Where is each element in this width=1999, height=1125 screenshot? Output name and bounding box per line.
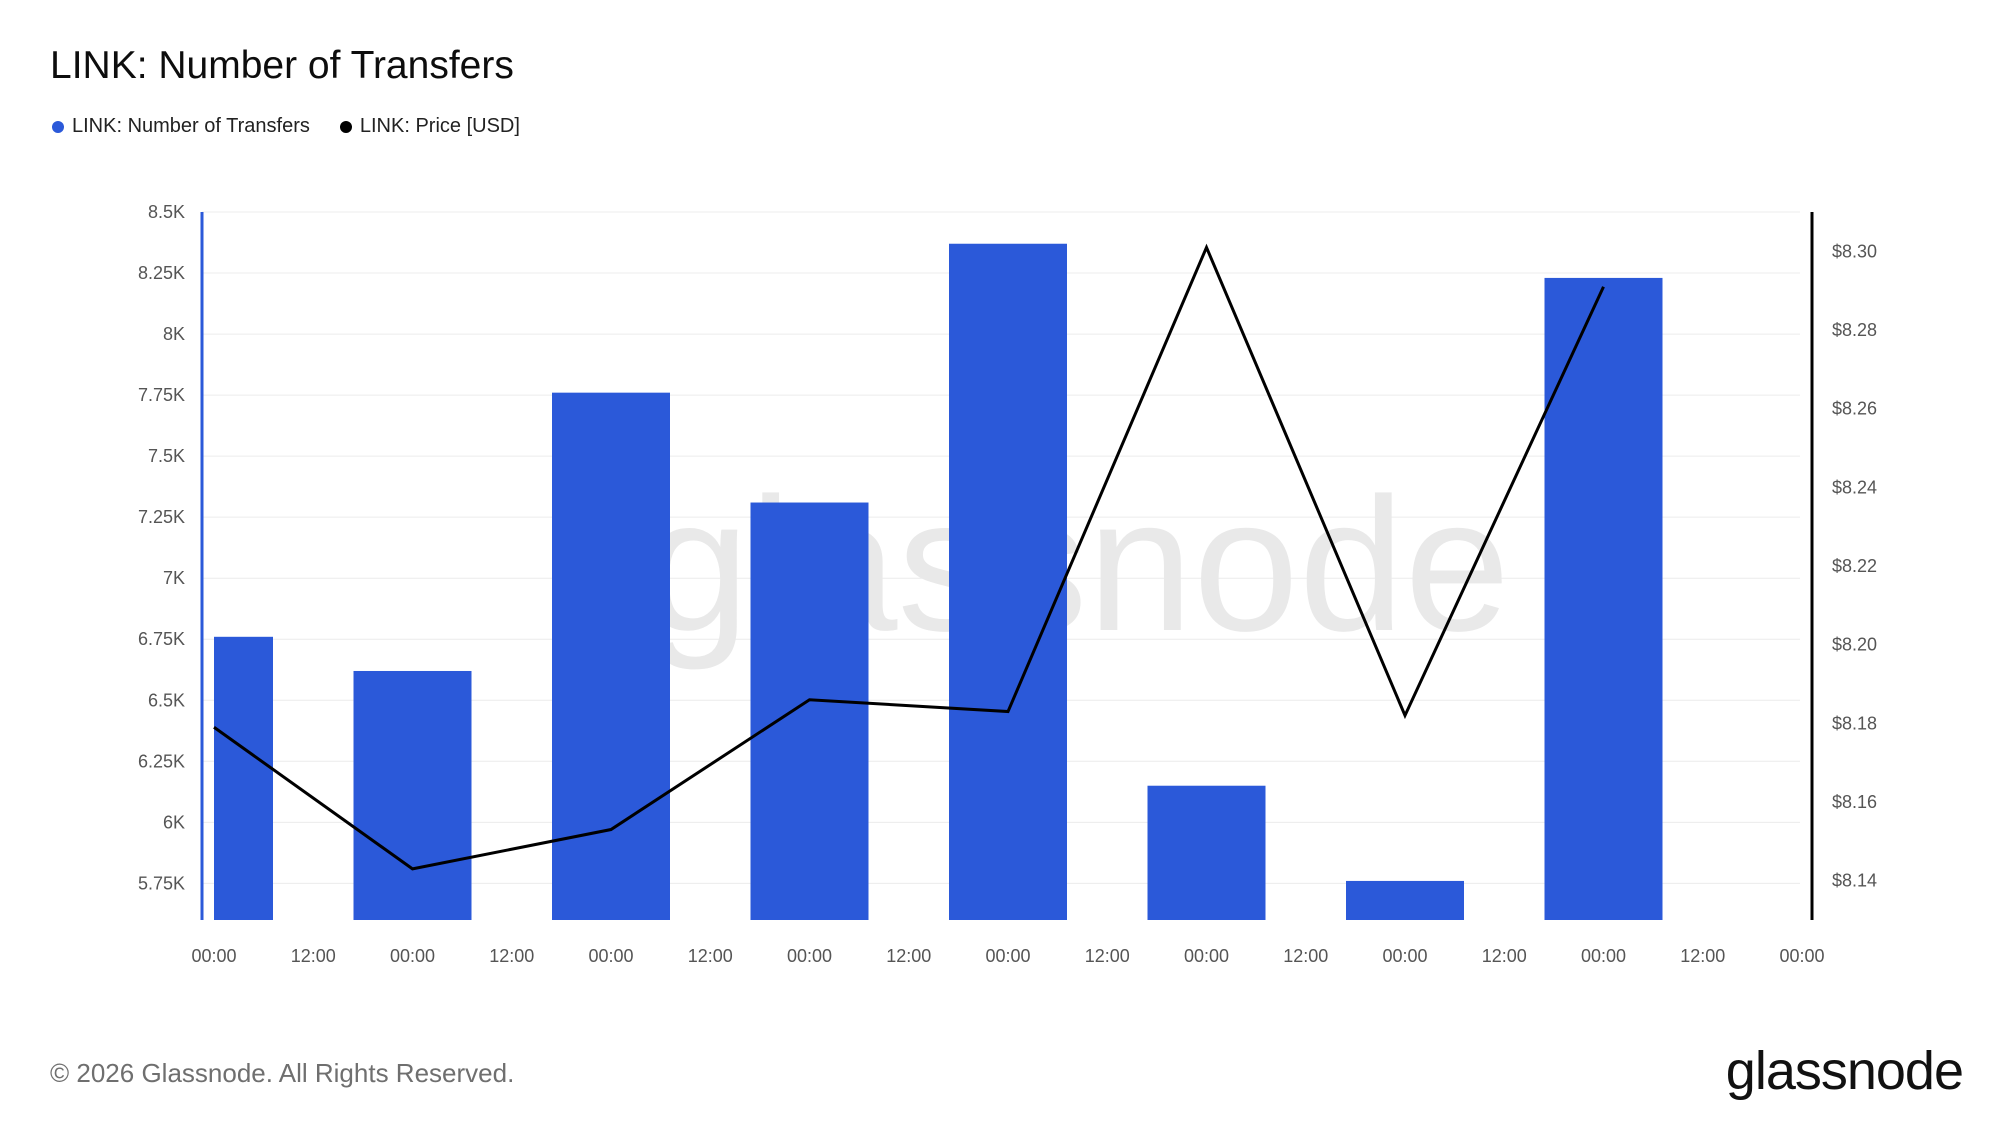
legend-item-transfers[interactable]: LINK: Number of Transfers xyxy=(52,115,310,138)
right-tick-label: $8.26 xyxy=(1832,399,1877,419)
x-tick-label: 00:00 xyxy=(1382,946,1427,966)
x-tick-label: 00:00 xyxy=(1581,946,1626,966)
right-tick-label: $8.28 xyxy=(1832,320,1877,340)
x-tick-label: 12:00 xyxy=(1680,946,1725,966)
left-tick-label: 6.75K xyxy=(138,629,185,649)
left-tick-label: 7.75K xyxy=(138,385,185,405)
bar xyxy=(353,670,472,920)
bar xyxy=(750,502,869,920)
right-tick-label: $8.18 xyxy=(1832,713,1877,733)
left-tick-label: 5.75K xyxy=(138,873,185,893)
x-tick-label: 00:00 xyxy=(588,946,633,966)
x-tick-label: 12:00 xyxy=(489,946,534,966)
bars-layer xyxy=(214,243,1663,921)
chart-title: LINK: Number of Transfers xyxy=(50,44,514,87)
left-tick-label: 8.25K xyxy=(138,263,185,283)
left-tick-label: 6K xyxy=(163,812,185,832)
left-tick-label: 6.25K xyxy=(138,751,185,771)
ticks-layer: 5.75K 6K 6.25K 6.5K 6.75K 7K 7.25K 7.5K 7.75K 8K 8… xyxy=(138,202,1877,966)
axes-layer xyxy=(200,212,1814,920)
left-tick-label: 8K xyxy=(163,324,185,344)
x-tick-label: 00:00 xyxy=(1184,946,1229,966)
bar xyxy=(1346,880,1464,920)
x-tick-label: 00:00 xyxy=(390,946,435,966)
legend-dot-price xyxy=(339,120,352,133)
x-tick-label: 12:00 xyxy=(1283,946,1328,966)
right-tick-label: $8.22 xyxy=(1832,556,1877,576)
bar xyxy=(552,392,670,920)
right-tick-label: $8.30 xyxy=(1832,241,1877,261)
left-tick-label: 8.5K xyxy=(148,202,185,222)
bar xyxy=(1147,785,1266,920)
footer-copyright: © 2026 Glassnode. All Rights Reserved. xyxy=(50,1058,515,1088)
left-tick-label: 7K xyxy=(163,568,185,588)
legend-label-price: LINK: Price [USD] xyxy=(359,115,520,137)
left-tick-label: 7.25K xyxy=(138,507,185,527)
legend-dot-transfers xyxy=(52,120,64,133)
legend-item-price[interactable]: LINK: Price [USD] xyxy=(339,115,520,138)
x-tick-label: 12:00 xyxy=(291,946,336,966)
x-tick-label: 00:00 xyxy=(191,946,236,966)
right-tick-label: $8.20 xyxy=(1832,635,1877,655)
right-tick-label: $8.16 xyxy=(1832,792,1877,812)
left-tick-label: 7.5K xyxy=(148,446,185,466)
bar xyxy=(949,243,1067,921)
right-tick-label: $8.14 xyxy=(1832,871,1877,891)
right-tick-label: $8.24 xyxy=(1832,477,1877,497)
left-tick-label: 6.5K xyxy=(148,690,185,710)
x-tick-label: 12:00 xyxy=(1482,946,1527,966)
x-tick-label: 00:00 xyxy=(787,946,832,966)
line-layer xyxy=(213,243,1605,871)
price-line xyxy=(213,243,1605,871)
legend-label-transfers: LINK: Number of Transfers xyxy=(72,115,310,137)
x-tick-label: 12:00 xyxy=(1085,946,1130,966)
x-tick-label: 12:00 xyxy=(688,946,733,966)
x-tick-label: 00:00 xyxy=(985,946,1030,966)
x-tick-label: 00:00 xyxy=(1779,946,1824,966)
x-tick-label: 12:00 xyxy=(886,946,931,966)
bar xyxy=(1544,277,1663,920)
glassnode-logo[interactable]: glassnode xyxy=(1725,1041,1964,1101)
bar xyxy=(214,636,273,920)
chart-legend: LINK: Number of Transfers LINK: Price [U… xyxy=(52,115,520,138)
